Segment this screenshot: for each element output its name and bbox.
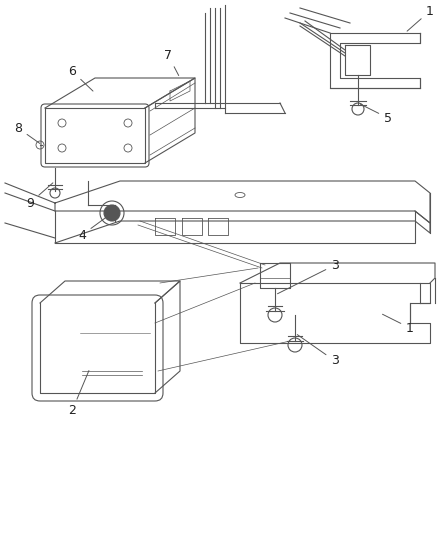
Text: 9: 9 <box>26 183 53 209</box>
Text: 7: 7 <box>164 49 178 76</box>
Text: 3: 3 <box>297 335 338 367</box>
Text: 5: 5 <box>360 104 391 125</box>
Text: 6: 6 <box>68 64 93 91</box>
Text: 1: 1 <box>406 4 433 31</box>
Text: 3: 3 <box>277 259 338 294</box>
Text: 8: 8 <box>14 122 40 143</box>
Circle shape <box>104 205 120 221</box>
Text: 2: 2 <box>68 370 89 417</box>
Text: 1: 1 <box>381 314 413 335</box>
Text: 4: 4 <box>78 215 110 241</box>
